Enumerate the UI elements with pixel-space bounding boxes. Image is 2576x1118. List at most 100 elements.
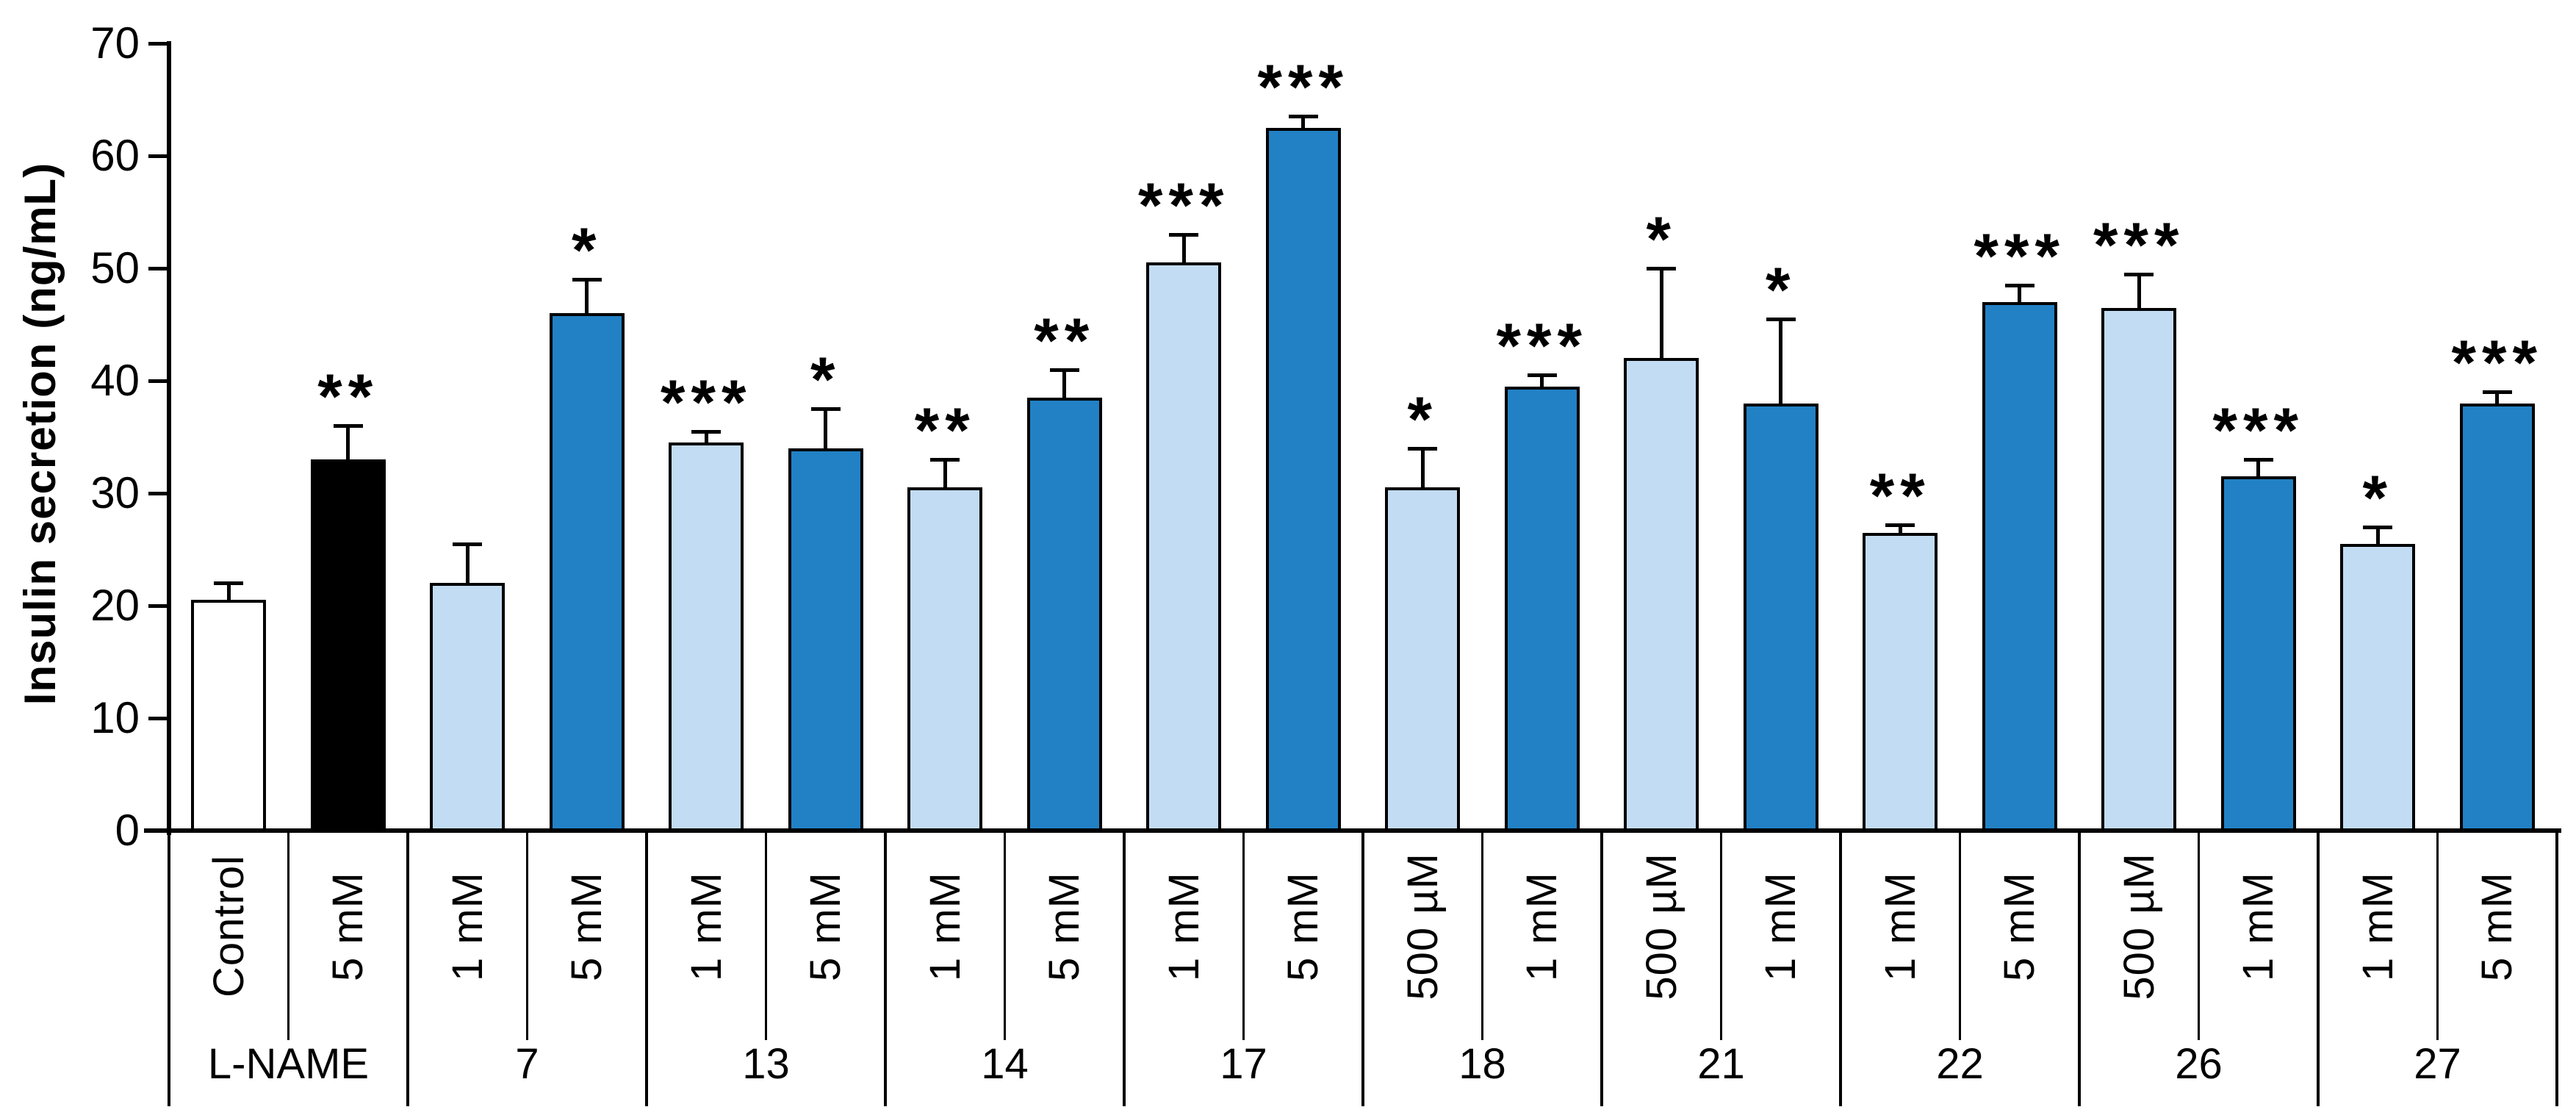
concentration-label: 1 mM [2318,831,2438,1022]
error-bar-cap [1766,317,1796,321]
y-tick-mark [148,491,169,495]
error-bar-stem [1301,116,1306,128]
concentration-label: 1 mM [1721,831,1841,1022]
group-label: 18 [1458,1040,1506,1088]
significance-stars: ** [1869,460,1931,531]
x-axis-line [144,828,2561,833]
y-tick-label: 50 [90,243,140,293]
error-bar-cap [453,542,483,546]
bar [549,313,625,832]
pair-divider-line [2436,831,2439,1040]
bar [310,459,386,832]
error-bar-cap [1527,373,1557,378]
concentration-label-text: 1 mM [1876,871,1924,981]
concentration-label-text: 1 mM [2353,871,2402,981]
error-bar-cap [2004,283,2034,287]
error-bar-stem [226,583,231,601]
error-bar-stem [2256,459,2261,477]
group-label: 7 [515,1040,539,1088]
concentration-label: 1 mM [647,831,766,1022]
concentration-label-text: 5 mM [1279,871,1328,981]
significance-stars: ** [1034,305,1095,376]
bar [1146,262,1222,832]
significance-stars: *** [1138,171,1230,242]
bar [1504,386,1580,832]
bar [2101,307,2177,832]
concentration-label: 1 mM [2199,831,2319,1022]
bar [2459,403,2535,832]
group-boundary-line [1123,831,1126,1106]
group-boundary-line [1361,831,1364,1106]
y-tick-label: 10 [90,693,140,742]
group-boundary-line [884,831,887,1106]
concentration-label: 1 mM [1841,831,1960,1022]
error-bar-stem [704,431,708,443]
bar [669,442,744,832]
significance-stars: ** [317,362,379,433]
error-bar-stem [943,459,947,488]
significance-stars: * [1646,204,1677,275]
concentration-label-text: 5 mM [324,871,373,981]
group-boundary-line [1839,831,1842,1106]
concentration-label: 500 µM [1602,831,1721,1022]
y-tick-mark [148,266,169,270]
error-bar-stem [1062,369,1067,398]
significance-stars: *** [1496,311,1588,382]
concentration-label: 500 µM [1363,831,1483,1022]
error-bar-cap [2482,390,2512,395]
pair-divider-line [1481,831,1483,1040]
concentration-label-text: 1 mM [1159,871,1208,981]
group-boundary-line [1600,831,1603,1106]
bar [1743,403,1818,832]
significance-stars: * [810,345,841,416]
concentration-label-text: 1 mM [443,871,492,981]
group-boundary-line [2317,831,2320,1106]
significance-stars: *** [2451,328,2543,399]
significance-stars: *** [2212,395,2304,467]
bar [1624,358,1699,832]
error-bar-cap [333,424,363,429]
group-boundary-line [2078,831,2081,1106]
concentration-label: 1 mM [1483,831,1602,1022]
bar [1385,487,1461,832]
concentration-label-text: 5 mM [802,871,850,981]
error-bar-cap [2124,272,2154,276]
error-bar-stem [824,409,828,448]
error-bar-cap [1288,115,1318,119]
bar [1026,397,1102,832]
y-tick-mark [148,41,169,46]
group-label: L-NAME [207,1040,370,1088]
pair-divider-line [287,831,289,1040]
concentration-label: 5 mM [289,831,409,1022]
concentration-label-text: 1 mM [1757,871,1805,981]
error-bar-cap [1169,233,1199,237]
concentration-label: 5 mM [1960,831,2080,1022]
y-tick-label: 60 [90,131,140,180]
error-bar-cap [930,458,960,462]
group-label: 26 [2175,1040,2223,1088]
group-label: 14 [981,1040,1029,1088]
significance-stars: * [572,215,602,287]
concentration-label-text: 500 µM [1398,852,1447,1000]
bar [907,487,983,832]
y-tick-mark [148,154,169,158]
error-bar-stem [1420,448,1425,488]
bar [2220,476,2296,832]
concentration-label: 5 mM [766,831,886,1022]
bar [1982,301,2057,832]
pair-divider-line [2198,831,2200,1040]
concentration-label: 1 mM [1124,831,1244,1022]
error-bar-cap [810,407,841,412]
concentration-label: 5 mM [1244,831,1364,1022]
error-bar-stem [2018,284,2022,302]
concentration-label-text: Control [204,855,253,997]
concentration-label: 5 mM [1005,831,1125,1022]
y-tick-label: 0 [115,806,140,855]
concentration-label: 500 µM [2079,831,2199,1022]
error-bar-stem [346,426,350,460]
concentration-label-text: 1 mM [2234,871,2283,981]
y-tick-label: 20 [90,581,140,630]
concentration-label: 5 mM [528,831,647,1022]
significance-stars: *** [1257,52,1349,123]
